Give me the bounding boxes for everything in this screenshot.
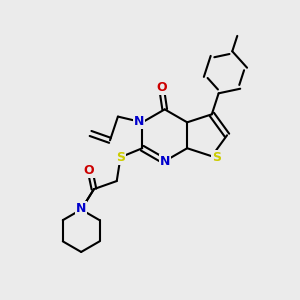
Text: N: N	[134, 115, 144, 128]
Text: O: O	[83, 164, 94, 177]
Text: S: S	[116, 151, 125, 164]
Text: N: N	[76, 202, 86, 214]
Text: N: N	[160, 155, 170, 168]
Text: O: O	[156, 81, 167, 94]
Text: S: S	[212, 151, 221, 164]
